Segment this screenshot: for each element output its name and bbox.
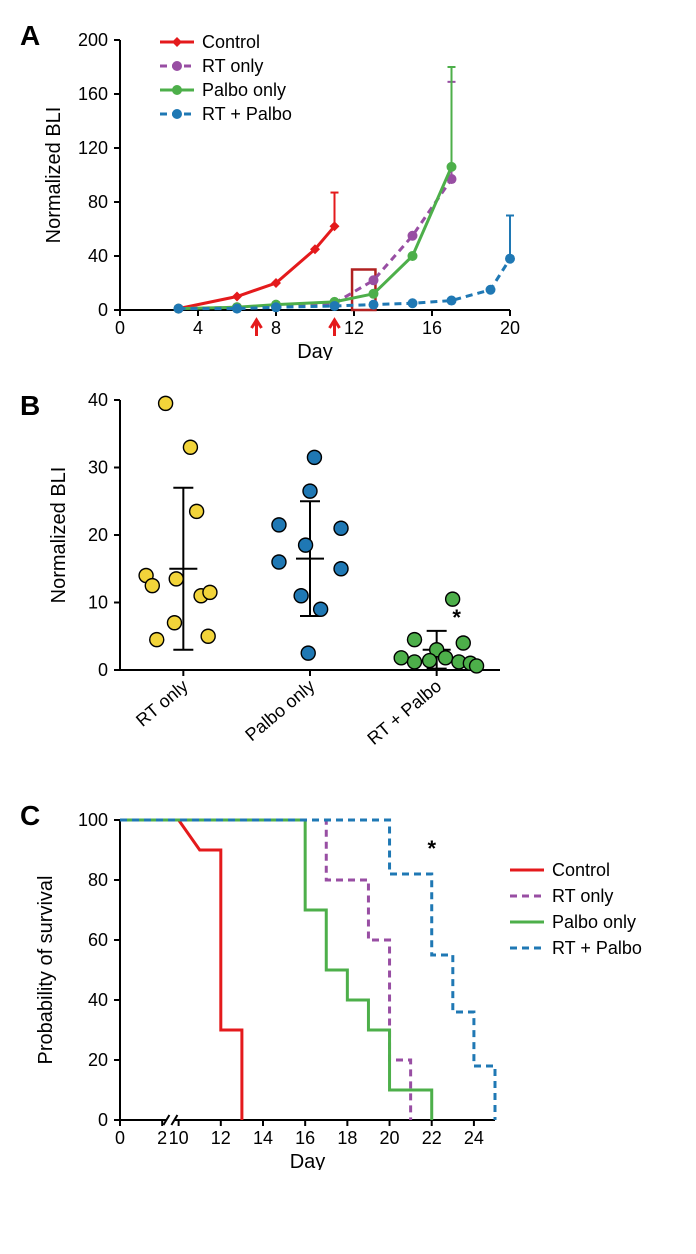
svg-text:0: 0	[98, 300, 108, 320]
panel-a-label: A	[20, 20, 40, 52]
svg-text:40: 40	[88, 990, 108, 1010]
svg-text:Palbo only: Palbo only	[552, 912, 636, 932]
svg-text:*: *	[452, 605, 461, 630]
svg-text:0: 0	[98, 1110, 108, 1130]
svg-text:RT + Palbo: RT + Palbo	[552, 938, 642, 958]
svg-text:Control: Control	[552, 860, 610, 880]
svg-text:40: 40	[88, 246, 108, 266]
svg-text:Control: Control	[202, 32, 260, 52]
svg-text:16: 16	[295, 1128, 315, 1148]
panel-c: C 0 20 40 60 80 100 0 210 12 14 16 18 20 22 24 Day Proba…	[20, 800, 676, 1170]
svg-text:Normalized BLI: Normalized BLI	[43, 107, 65, 244]
svg-text:10: 10	[88, 593, 108, 613]
svg-text:160: 160	[78, 84, 108, 104]
svg-text:20: 20	[88, 525, 108, 545]
svg-text:8: 8	[271, 318, 281, 338]
svg-text:16: 16	[422, 318, 442, 338]
panel-b-chart: 0 10 20 30 40 Normalized BLI RT only Palbo only…	[20, 390, 640, 770]
svg-text:RT + Palbo: RT + Palbo	[202, 104, 292, 124]
panel-b-label: B	[20, 390, 40, 422]
panel-c-label: C	[20, 800, 40, 832]
svg-text:0: 0	[98, 660, 108, 680]
svg-text:120: 120	[78, 138, 108, 158]
panel-a: A 04812162004080120160200DayNormalized B…	[20, 20, 676, 360]
svg-text:Normalized BLI: Normalized BLI	[48, 467, 70, 604]
svg-text:Day: Day	[290, 1151, 326, 1170]
svg-text:12: 12	[211, 1128, 231, 1148]
svg-text:RT only: RT only	[202, 56, 263, 76]
svg-text:100: 100	[78, 810, 108, 830]
svg-text:80: 80	[88, 192, 108, 212]
svg-text:0: 0	[115, 318, 125, 338]
panel-a-chart: 04812162004080120160200DayNormalized BLI…	[20, 20, 640, 360]
svg-text:Palbo only: Palbo only	[241, 676, 318, 745]
svg-text:10: 10	[169, 1128, 189, 1148]
svg-text:12: 12	[344, 318, 364, 338]
svg-text:2: 2	[157, 1128, 167, 1148]
svg-text:*: *	[427, 836, 436, 861]
svg-text:Palbo only: Palbo only	[202, 80, 286, 100]
svg-text:20: 20	[88, 1050, 108, 1070]
svg-text:30: 30	[88, 458, 108, 478]
svg-text:Day: Day	[297, 341, 333, 360]
svg-text:RT + Palbo: RT + Palbo	[364, 676, 446, 749]
svg-text:14: 14	[253, 1128, 273, 1148]
svg-text:20: 20	[500, 318, 520, 338]
svg-text:0: 0	[115, 1128, 125, 1148]
svg-text:20: 20	[380, 1128, 400, 1148]
svg-text:Probability of survival: Probability of survival	[35, 876, 57, 1065]
svg-text:4: 4	[193, 318, 203, 338]
svg-text:RT only: RT only	[552, 886, 613, 906]
svg-text:200: 200	[78, 30, 108, 50]
svg-text:18: 18	[337, 1128, 357, 1148]
panel-b: B 0 10 20 30 40 Normalized BLI RT only Palbo on…	[20, 390, 676, 770]
svg-text:RT only: RT only	[132, 676, 192, 731]
svg-text:24: 24	[464, 1128, 484, 1148]
svg-text:60: 60	[88, 930, 108, 950]
svg-text:40: 40	[88, 390, 108, 410]
svg-text:22: 22	[422, 1128, 442, 1148]
svg-text:80: 80	[88, 870, 108, 890]
panel-c-chart: 0 20 40 60 80 100 0 210 12 14 16 18 20 22 24 Day Probabi…	[20, 800, 660, 1170]
